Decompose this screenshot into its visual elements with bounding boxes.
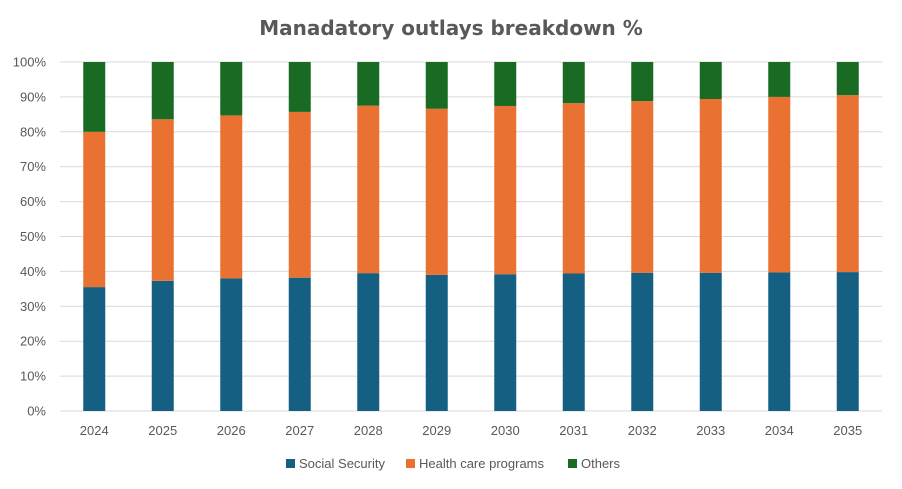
- bar-segment: [699, 62, 722, 99]
- x-tick-label: 2025: [148, 423, 177, 438]
- legend-label: Social Security: [299, 456, 385, 471]
- bar-segment: [151, 280, 174, 411]
- y-tick-label: 100%: [13, 55, 47, 70]
- bar-segment: [494, 105, 517, 275]
- bar-segment: [288, 62, 311, 112]
- gridlines: [60, 61, 882, 412]
- legend-swatch: [568, 459, 577, 468]
- x-tick-label: 2027: [285, 423, 314, 438]
- x-tick-label: 2024: [80, 423, 109, 438]
- bar-segment: [562, 62, 585, 104]
- y-tick-label: 30%: [20, 299, 46, 314]
- bar-segment: [699, 272, 722, 411]
- chart-title: Manadatory outlays breakdown %: [259, 16, 643, 40]
- legend: Social Security Health care programs Other…: [286, 456, 621, 471]
- bar-segment: [151, 62, 174, 120]
- bar-segment: [83, 131, 106, 288]
- bar-segment: [425, 108, 448, 275]
- bar-segment: [357, 105, 380, 274]
- x-tick-label: 2026: [217, 423, 246, 438]
- y-tick-label: 10%: [20, 369, 46, 384]
- legend-swatch: [286, 459, 295, 468]
- bar-segment: [768, 62, 791, 97]
- y-tick-label: 20%: [20, 334, 46, 349]
- bar-segment: [151, 119, 174, 281]
- bar-segment: [425, 274, 448, 411]
- x-tick-label: 2033: [696, 423, 725, 438]
- bar-segment: [220, 115, 243, 279]
- legend-label: Health care programs: [419, 456, 544, 471]
- y-tick-label: 90%: [20, 89, 46, 104]
- bar-segment: [357, 273, 380, 411]
- bar-segment: [220, 62, 243, 116]
- bar-segment: [425, 62, 448, 109]
- y-tick-label: 50%: [20, 229, 46, 244]
- bar-segment: [83, 62, 106, 132]
- bar-segment: [220, 278, 243, 411]
- bar-segment: [562, 103, 585, 274]
- x-tick-label: 2034: [765, 423, 794, 438]
- x-tick-label: 2030: [491, 423, 520, 438]
- bar-segment: [836, 95, 859, 273]
- y-tick-label: 40%: [20, 264, 46, 279]
- bar-segment: [83, 287, 106, 411]
- y-tick-label: 70%: [20, 159, 46, 174]
- bar-segment: [357, 62, 380, 106]
- bar-segment: [836, 62, 859, 96]
- bar-segment: [631, 272, 654, 411]
- x-axis-ticks: 2024 2025 2026 2027 2028 2029 2030 2031 2032 2033…: [80, 423, 862, 438]
- bar-segment: [768, 96, 791, 273]
- y-tick-label: 80%: [20, 124, 46, 139]
- bar-segment: [699, 98, 722, 273]
- bar-segment: [631, 62, 654, 102]
- bars: [83, 62, 859, 411]
- bar-segment: [288, 111, 311, 278]
- y-tick-label: 0%: [27, 404, 46, 419]
- bar-segment: [494, 274, 517, 411]
- y-tick-label: 60%: [20, 194, 46, 209]
- x-tick-label: 2028: [354, 423, 383, 438]
- bar-segment: [288, 277, 311, 411]
- bar-segment: [836, 272, 859, 411]
- x-tick-label: 2031: [559, 423, 588, 438]
- bar-segment: [631, 101, 654, 273]
- x-tick-label: 2029: [422, 423, 451, 438]
- x-tick-label: 2032: [628, 423, 657, 438]
- bar-segment: [494, 62, 517, 106]
- legend-label: Others: [581, 456, 621, 471]
- x-tick-label: 2035: [833, 423, 862, 438]
- bar-segment: [768, 272, 791, 411]
- y-axis-ticks: 0% 10% 20% 30% 40% 50% 60% 70% 80% 90% 100%: [13, 55, 47, 419]
- bar-segment: [562, 273, 585, 411]
- legend-swatch: [406, 459, 415, 468]
